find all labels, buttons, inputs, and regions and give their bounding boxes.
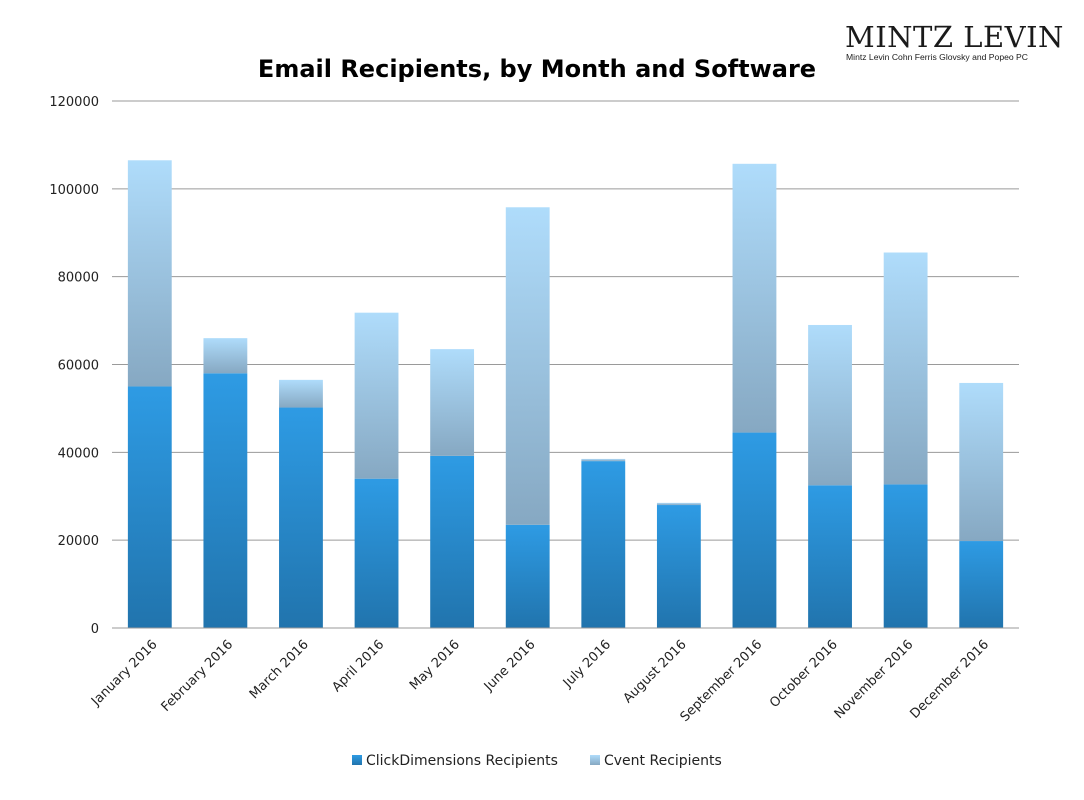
x-tick-label: August 2016 xyxy=(621,637,690,706)
x-tick-label: March 2016 xyxy=(247,637,312,702)
bar-clickdimensions xyxy=(656,505,701,628)
y-tick-label: 80000 xyxy=(58,271,99,286)
bar-clickdimensions xyxy=(808,485,852,628)
y-tick-label: 20000 xyxy=(58,534,99,549)
logo: MINTZ LEVIN Mintz Levin Cohn Ferris Glov… xyxy=(845,20,1064,62)
bar-clickdimensions xyxy=(581,461,626,628)
x-tick-label: June 2016 xyxy=(481,637,539,695)
logo-subtitle: Mintz Levin Cohn Ferris Glovsky and Pope… xyxy=(846,52,1028,62)
x-tick-label: September 2016 xyxy=(678,637,766,725)
y-tick-label: 120000 xyxy=(49,95,99,110)
bar-clickdimensions xyxy=(430,455,475,628)
chart-title: Email Recipients, by Month and Software xyxy=(258,55,816,83)
bar-clickdimensions xyxy=(354,478,399,628)
x-tick-label: December 2016 xyxy=(907,637,992,722)
bar-clickdimensions xyxy=(203,373,248,628)
bar-clickdimensions xyxy=(883,484,928,628)
bar-cvent xyxy=(883,252,928,485)
bar-cvent xyxy=(808,324,852,486)
y-axis-ticks: 0 20000 40000 60000 80000 100000 120000 xyxy=(49,95,99,637)
bar-cvent xyxy=(505,207,550,525)
legend-label-clickdimensions: ClickDimensions Recipients xyxy=(366,753,558,769)
x-tick-label: October 2016 xyxy=(767,637,841,711)
bar-cvent xyxy=(959,382,1004,542)
y-tick-label: 100000 xyxy=(49,183,99,198)
bar-cvent xyxy=(354,312,399,479)
bar-cvent xyxy=(732,163,777,433)
bar-cvent xyxy=(656,502,701,506)
x-tick-label: April 2016 xyxy=(329,637,387,695)
bar-cvent xyxy=(581,458,626,462)
grid-lines xyxy=(112,100,1019,629)
y-tick-label: 60000 xyxy=(58,359,99,374)
legend-swatch-cvent xyxy=(590,755,600,765)
bar-clickdimensions xyxy=(279,407,323,628)
bar-cvent xyxy=(279,379,323,408)
bar-clickdimensions xyxy=(959,541,1004,628)
y-tick-label: 0 xyxy=(91,622,99,637)
x-tick-label: February 2016 xyxy=(159,637,237,715)
legend-label-cvent: Cvent Recipients xyxy=(604,753,722,769)
legend-swatch-clickdimensions xyxy=(352,755,362,765)
bar-cvent xyxy=(127,160,172,387)
bar-cvent xyxy=(430,349,475,456)
bar-cvent xyxy=(203,338,248,374)
x-tick-label: November 2016 xyxy=(832,637,917,722)
bar-clickdimensions xyxy=(732,432,777,628)
logo-name: MINTZ LEVIN xyxy=(845,20,1064,54)
y-tick-label: 40000 xyxy=(58,446,99,461)
x-tick-label: May 2016 xyxy=(407,637,463,693)
x-tick-label: July 2016 xyxy=(560,637,614,691)
bar-clickdimensions xyxy=(127,386,172,628)
bar-clickdimensions xyxy=(505,524,550,628)
x-tick-label: January 2016 xyxy=(88,637,160,709)
legend: ClickDimensions Recipients Cvent Recipie… xyxy=(352,753,722,769)
bars xyxy=(112,160,1019,629)
